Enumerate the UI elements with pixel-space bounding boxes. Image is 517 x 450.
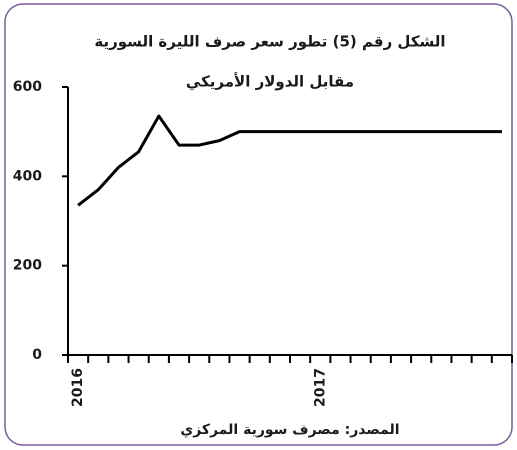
source-note: المصدر: مصرف سورية المركزي [180, 422, 399, 439]
y-tick-label: 600 [13, 79, 42, 95]
line-series [77, 114, 502, 207]
chart-title: الشكل رقم (5) تطور سعر صرف الليرة السوري… [94, 33, 445, 51]
x-tick-label: 2016 [70, 368, 86, 407]
x-tick-label: 2017 [312, 368, 328, 407]
y-tick-label: 400 [13, 168, 42, 184]
chart-subtitle: مقابل الدولار الأمريكي [186, 73, 354, 91]
y-tick-label: 200 [13, 258, 42, 274]
y-tick-label: 0 [32, 347, 42, 363]
frame [4, 3, 513, 446]
